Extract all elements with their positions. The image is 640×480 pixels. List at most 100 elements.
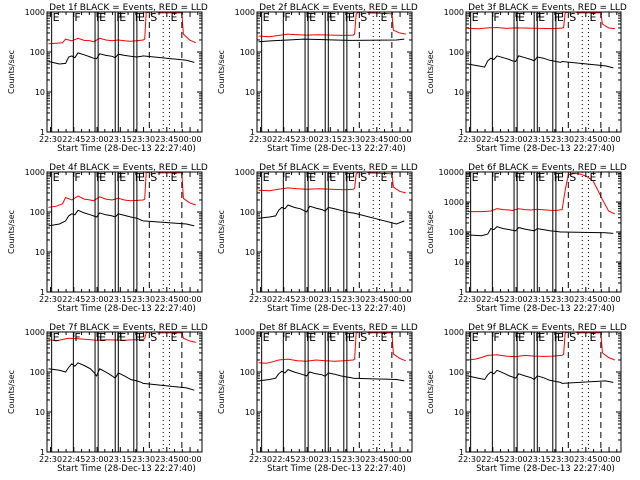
y-axis-label: Counts/sec: [7, 50, 16, 94]
marker-label: F: [74, 171, 80, 184]
y-tick-label: 1000: [444, 198, 464, 207]
marker-label: E: [518, 11, 525, 24]
x-tick-label: 23:30: [132, 135, 155, 144]
x-tick-label: 23:15: [319, 455, 342, 464]
x-axis-label: Start Time (28-Dec-13 22:27:40): [57, 464, 196, 474]
marker-label: F: [96, 331, 102, 344]
x-tick-label: 22:30: [39, 295, 62, 304]
marker-label: F: [284, 331, 290, 344]
marker-label: S: [150, 331, 157, 344]
y-axis-label: Counts/sec: [426, 210, 435, 254]
x-tick-label: 23:45: [574, 455, 597, 464]
plot-frame: [465, 11, 622, 133]
marker-label: E: [589, 11, 596, 24]
marker-label: F: [284, 171, 290, 184]
marker-label: E: [518, 331, 525, 344]
x-tick-label: 23:00: [86, 295, 109, 304]
x-tick-label: 23:30: [551, 295, 574, 304]
marker-label: F: [135, 11, 141, 24]
marker-label: E: [472, 331, 479, 344]
x-tick-label: 23:30: [342, 295, 365, 304]
series-line-events: [48, 52, 195, 65]
x-tick-label: 23:15: [109, 295, 132, 304]
x-tick-label: 00:00: [179, 135, 202, 144]
marker-label: E: [309, 11, 316, 24]
panel-title: Det 5f BLACK = Events, RED = LLD: [259, 163, 418, 173]
y-tick-label: 1000: [25, 328, 45, 337]
marker-label: E: [557, 331, 564, 344]
x-tick-label: 23:45: [365, 295, 388, 304]
marker-label: S: [360, 171, 367, 184]
marker-label: F: [535, 11, 541, 24]
marker-label: F: [515, 331, 521, 344]
y-tick-label: 10: [454, 408, 464, 417]
x-tick-label: 23:45: [155, 455, 178, 464]
y-axis-label: Counts/sec: [217, 50, 226, 94]
x-tick-label: 23:45: [155, 135, 178, 144]
plot-frame: [46, 171, 203, 293]
marker-label: E: [99, 331, 106, 344]
marker-label: S: [569, 11, 576, 24]
plot-frame: [256, 171, 413, 293]
y-tick-label: 1000: [25, 168, 45, 177]
x-tick-label: 23:15: [109, 135, 132, 144]
marker-label: E: [119, 11, 126, 24]
marker-label: F: [74, 331, 80, 344]
x-tick-label: 00:00: [389, 135, 412, 144]
x-tick-label: 00:00: [598, 295, 621, 304]
x-tick-label: 23:00: [296, 135, 319, 144]
marker-label: E: [170, 171, 177, 184]
marker-label: E: [263, 331, 270, 344]
marker-label: E: [53, 171, 60, 184]
marker-label: F: [493, 171, 499, 184]
y-axis-label: Counts/sec: [217, 370, 226, 414]
x-tick-label: 22:45: [481, 295, 504, 304]
x-tick-label: 23:30: [342, 135, 365, 144]
y-tick-label: 1: [40, 128, 45, 137]
y-tick-label: 100: [449, 228, 464, 237]
x-axis-label: Start Time (28-Dec-13 22:27:40): [57, 144, 196, 154]
series-line-lld: [48, 11, 197, 45]
y-tick-label: 1000: [235, 8, 255, 17]
y-tick-label: 1000: [235, 168, 255, 177]
x-axis-label: Start Time (28-Dec-13 22:27:40): [267, 464, 406, 474]
x-tick-label: 23:30: [551, 135, 574, 144]
x-axis-label: Start Time (28-Dec-13 22:27:40): [57, 304, 196, 314]
marker-label: E: [348, 11, 355, 24]
y-tick-label: 1000: [25, 8, 45, 17]
x-tick-label: 00:00: [389, 295, 412, 304]
marker-label: E: [557, 11, 564, 24]
x-tick-label: 00:00: [389, 455, 412, 464]
marker-label: F: [306, 11, 312, 24]
marker-label: S: [150, 11, 157, 24]
marker-label: F: [96, 171, 102, 184]
marker-label: E: [99, 171, 106, 184]
marker-label: E: [329, 11, 336, 24]
y-tick-label: 10: [35, 248, 45, 257]
marker-label: F: [135, 171, 141, 184]
x-tick-label: 23:00: [86, 135, 109, 144]
x-tick-label: 00:00: [179, 455, 202, 464]
x-tick-label: 23:00: [505, 295, 528, 304]
marker-label: E: [557, 171, 564, 184]
plot-frame: [46, 331, 203, 453]
marker-label: E: [138, 331, 145, 344]
marker-label: F: [96, 11, 102, 24]
x-tick-label: 23:30: [551, 455, 574, 464]
series-line-lld: [48, 171, 196, 208]
series-line-events: [467, 369, 614, 384]
marker-label: E: [380, 11, 387, 24]
marker-label: F: [306, 331, 312, 344]
x-tick-label: 23:15: [319, 295, 342, 304]
x-axis-label: Start Time (28-Dec-13 22:27:40): [267, 144, 406, 154]
y-axis-label: Counts/sec: [426, 50, 435, 94]
marker-label: S: [569, 331, 576, 344]
marker-label: E: [538, 171, 545, 184]
x-tick-label: 23:00: [296, 455, 319, 464]
plot-frame: [256, 11, 413, 133]
x-tick-label: 23:45: [574, 295, 597, 304]
y-tick-label: 100: [449, 368, 464, 377]
y-tick-label: 1: [40, 288, 45, 297]
